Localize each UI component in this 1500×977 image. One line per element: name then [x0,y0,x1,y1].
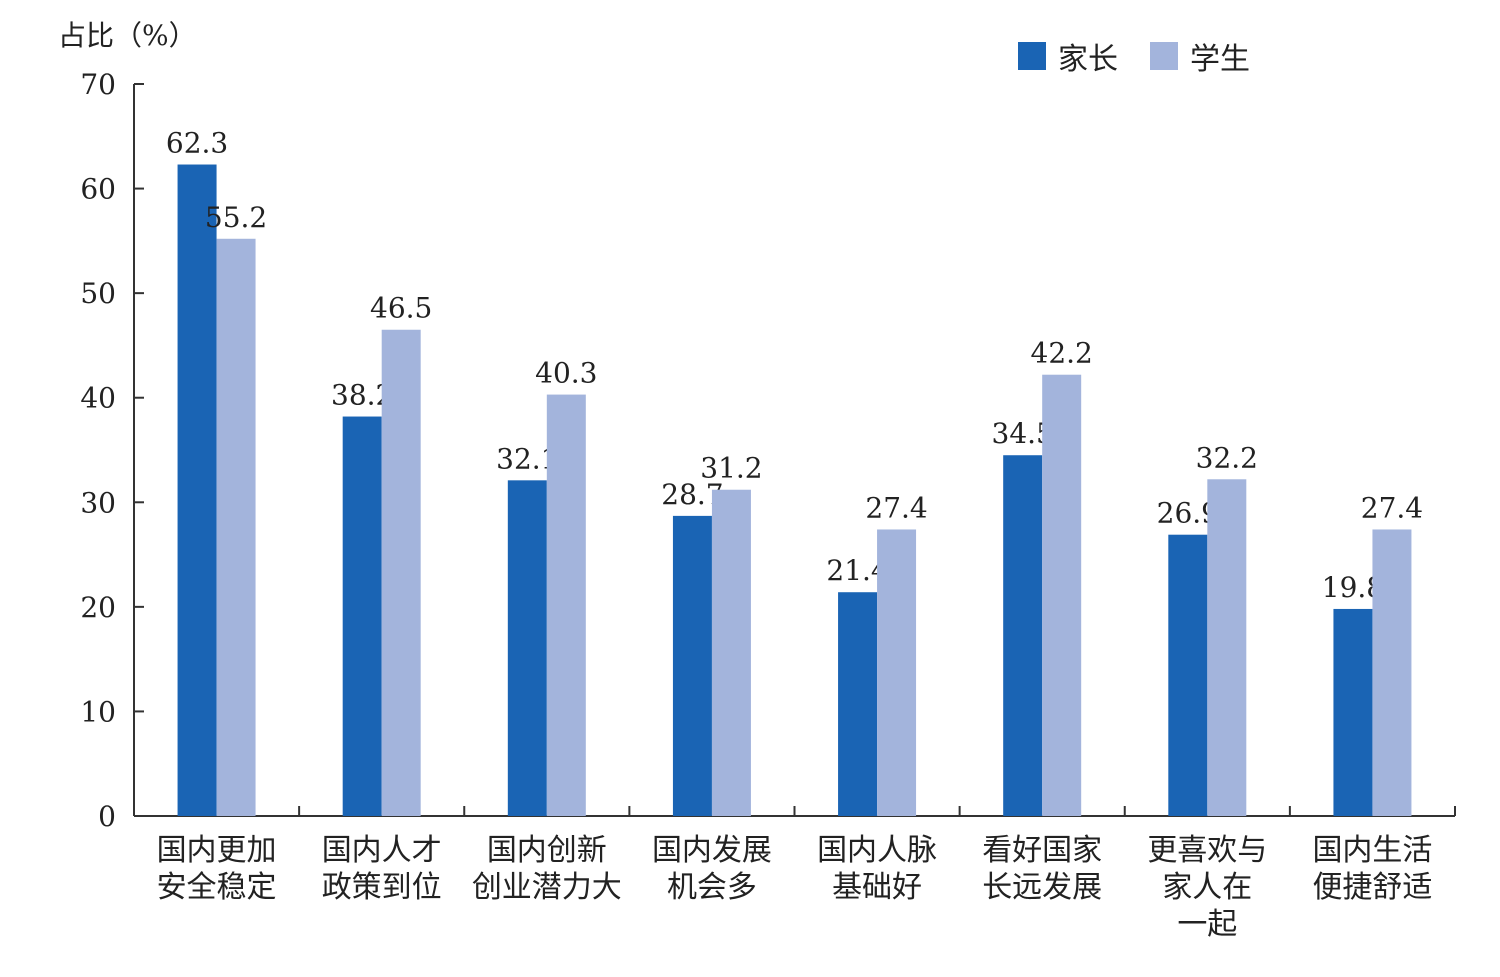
y-tick-label: 30 [80,486,116,519]
data-label: 27.4 [865,491,927,524]
category-label: 国内创新 [487,833,607,868]
legend-label-parents: 家长 [1058,42,1118,77]
bar-students [711,489,751,816]
category-label: 安全稳定 [157,870,277,905]
bar-parents [838,592,878,816]
bar-parents [1333,608,1373,816]
bar-parents [177,164,217,816]
data-label: 46.5 [370,292,432,325]
data-label: 55.2 [205,201,267,234]
bar-students [1207,479,1247,816]
bar-parents [342,416,382,816]
bar-students [216,238,256,816]
legend-label-students: 学生 [1190,42,1250,77]
category-label: 国内更加 [157,833,277,868]
category-label: 便捷舒适 [1312,870,1432,905]
category-label: 机会多 [667,870,757,905]
category-label: 基础好 [832,870,922,905]
bar-parents [1168,534,1208,816]
bar-parents [507,480,547,816]
category-label: 国内发展 [652,833,772,868]
category-label: 看好国家 [982,833,1102,868]
legend-item-parents: 家长 [1018,34,1118,78]
category-label: 家人在 [1162,870,1252,905]
category-label: 更喜欢与 [1147,833,1267,868]
y-tick-label: 10 [80,695,116,728]
category-label: 国内生活 [1312,833,1432,868]
data-label: 32.2 [1196,441,1258,474]
legend: 家长 学生 [1018,34,1282,78]
data-label: 31.2 [700,452,762,485]
bar-students [1042,374,1082,816]
data-label: 62.3 [166,127,228,160]
category-label: 创业潜力大 [472,870,622,905]
category-label: 一起 [1177,907,1237,942]
bar-students [381,329,421,816]
legend-item-students: 学生 [1150,34,1250,78]
category-label: 国内人才 [322,833,442,868]
data-label: 27.4 [1361,491,1423,524]
legend-swatch-students [1150,42,1178,70]
category-label: 国内人脉 [817,833,937,868]
y-tick-label: 60 [80,173,116,206]
y-tick-label: 70 [80,68,116,101]
data-label: 42.2 [1031,337,1093,370]
y-tick-label: 50 [80,277,116,310]
y-tick-label: 20 [80,591,116,624]
y-tick-label: 0 [98,800,116,833]
category-label: 长远发展 [982,870,1102,905]
legend-swatch-parents [1018,42,1046,70]
bar-parents [1003,455,1043,816]
y-axis-title: 占比（%） [58,19,197,52]
bar-students [1372,529,1412,816]
bar-students [546,394,586,816]
data-label: 40.3 [535,357,597,390]
category-label: 政策到位 [322,870,442,905]
bar-students [877,529,917,816]
y-tick-label: 40 [80,382,116,415]
bar-parents [672,515,712,816]
